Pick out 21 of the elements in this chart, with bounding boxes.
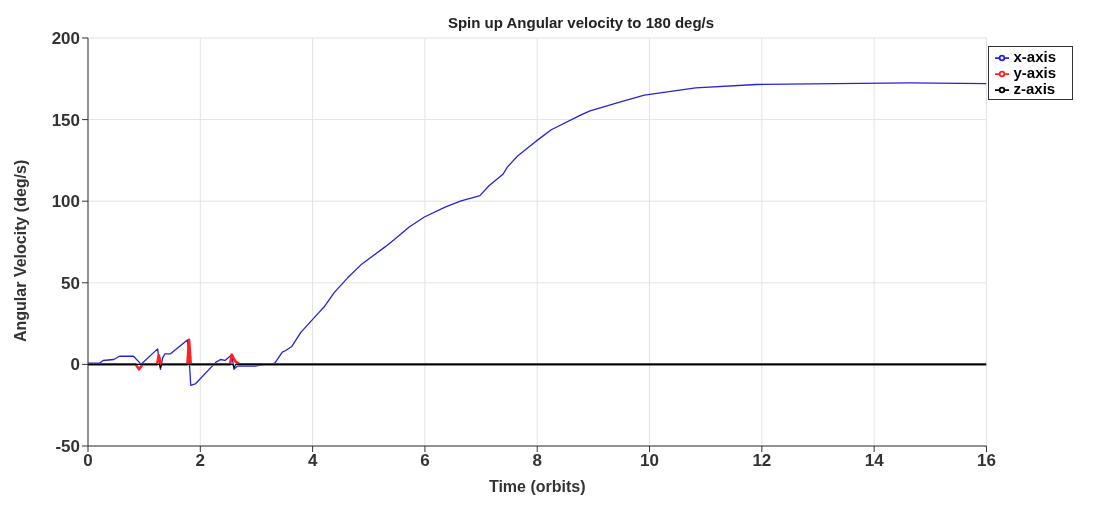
x-tick-label: 12	[752, 451, 772, 471]
x-tick-label: 0	[83, 451, 93, 471]
y-tick-label: 200	[51, 29, 80, 49]
y-tick-label: 0	[70, 355, 80, 375]
y-axis-title: Angular Velocity (deg/s)	[11, 159, 29, 342]
legend-label: y-axis	[1013, 64, 1056, 81]
y-tick-label: 100	[51, 192, 80, 212]
x-tick-label: 4	[307, 451, 318, 471]
y-tick-label: -50	[55, 437, 80, 457]
x-tick-label: 10	[640, 451, 659, 471]
x-tick-label: 8	[532, 451, 542, 471]
x-tick-label: 6	[420, 451, 430, 471]
x-tick-label: 16	[976, 451, 996, 471]
y-tick-label: 150	[51, 110, 80, 130]
x-tick-label: 2	[195, 451, 206, 471]
legend-label: z-axis	[1013, 80, 1056, 97]
y-tick-label: 50	[61, 273, 80, 293]
chart-title: Spin up Angular velocity to 180 deg/s	[447, 14, 715, 31]
x-tick-label: 14	[864, 451, 885, 471]
legend-label: x-axis	[1013, 48, 1056, 65]
x-axis-title: Time (orbits)	[488, 478, 586, 495]
